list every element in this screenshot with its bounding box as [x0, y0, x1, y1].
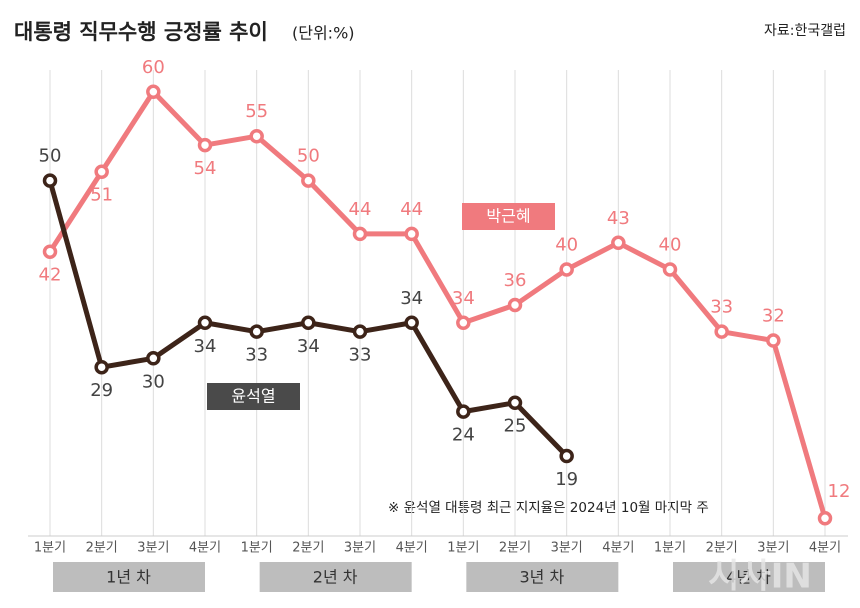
x-tick-label: 2분기 [706, 541, 738, 556]
data-label: 33 [245, 345, 268, 366]
series-line [47, 89, 828, 519]
data-label: 50 [39, 146, 62, 167]
data-label: 34 [194, 336, 217, 357]
data-label: 36 [504, 270, 527, 291]
data-label: 34 [452, 288, 475, 309]
x-tick-label: 3분기 [344, 541, 376, 556]
legend-box [462, 203, 555, 230]
point [404, 315, 419, 331]
point [352, 324, 368, 339]
data-label: 55 [245, 101, 268, 122]
legend-box [207, 383, 300, 410]
point [662, 262, 678, 277]
group-box [673, 562, 825, 592]
x-tick-label: 1분기 [447, 541, 479, 556]
data-label: 34 [297, 336, 320, 357]
source: 자료:한국갤럽 [764, 23, 846, 39]
point [146, 84, 161, 100]
data-label: 29 [90, 380, 113, 401]
unit-label: (단위:%) [292, 24, 355, 43]
group-box [466, 562, 619, 592]
data-label: 54 [194, 158, 217, 179]
group-label: 3년 차 [519, 568, 564, 587]
point [404, 226, 419, 242]
point [507, 297, 523, 313]
point [817, 510, 833, 526]
data-label: 60 [142, 57, 165, 78]
x-tick-label: 4분기 [602, 541, 634, 556]
x-tick-label: 2분기 [499, 541, 531, 556]
data-label: 30 [142, 371, 165, 392]
point [94, 359, 109, 375]
point [197, 137, 213, 153]
data-label: 42 [39, 265, 62, 286]
chart-title: 대통령 직무수행 긍정률 추이 [14, 20, 268, 44]
point [456, 404, 471, 419]
point [94, 164, 109, 179]
point [714, 324, 729, 339]
data-label: 25 [504, 416, 527, 437]
point [146, 351, 161, 366]
data-label: 51 [90, 185, 113, 206]
x-tick-label: 2분기 [292, 541, 324, 556]
group-box [53, 562, 205, 592]
x-tick-label: 4분기 [189, 541, 221, 556]
data-label: 34 [400, 288, 423, 309]
data-label: 19 [555, 469, 578, 490]
point [249, 324, 264, 339]
point [766, 333, 781, 348]
watermark: 시사IN [708, 557, 812, 597]
point [42, 244, 58, 259]
point [456, 315, 471, 331]
data-label: 40 [555, 234, 578, 255]
group-label: 4년 차 [726, 568, 771, 587]
legend-label: 윤석열 [231, 387, 275, 406]
data-label: 50 [297, 146, 320, 167]
x-tick-label: 1분기 [241, 541, 273, 556]
point [611, 235, 626, 251]
data-label: 43 [607, 208, 630, 229]
note: ※ 윤석열 대통령 최근 지지율은 2024년 10월 마지막 주 [388, 500, 709, 516]
point [249, 128, 264, 144]
data-label: 32 [762, 306, 785, 327]
point [301, 173, 316, 188]
point [42, 173, 58, 188]
point [507, 395, 523, 410]
x-tick-label: 4분기 [396, 541, 428, 556]
data-label: 24 [452, 425, 475, 446]
data-label: 40 [659, 234, 682, 255]
x-tick-label: 4분기 [809, 541, 841, 556]
x-tick-label: 3분기 [551, 541, 583, 556]
x-tick-label: 1분기 [654, 541, 686, 556]
data-label: 44 [400, 199, 423, 220]
point [559, 262, 574, 277]
x-tick-label: 3분기 [757, 541, 789, 556]
data-label: 44 [349, 199, 372, 220]
point [197, 315, 213, 331]
x-tick-label: 2분기 [86, 541, 118, 556]
data-label: 33 [710, 297, 733, 318]
group-box [259, 562, 412, 592]
data-label: 12 [828, 481, 851, 502]
point [559, 448, 574, 464]
data-label: 33 [349, 345, 372, 366]
group-label: 1년 차 [106, 568, 151, 587]
x-tick-label: 1분기 [34, 541, 66, 556]
group-label: 2년 차 [313, 568, 358, 587]
point [352, 226, 368, 242]
x-tick-label: 3분기 [137, 541, 169, 556]
point [301, 315, 316, 331]
legend-label: 박근혜 [486, 207, 530, 226]
